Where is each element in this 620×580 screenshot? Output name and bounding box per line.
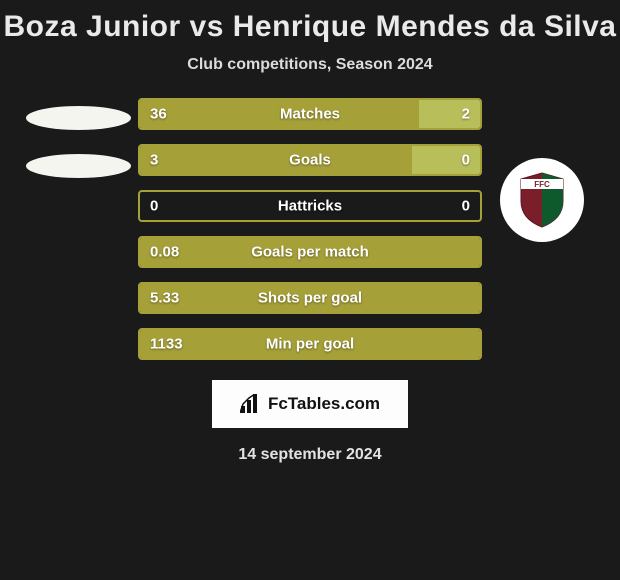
stat-bar-label: Hattricks [278,198,342,215]
stat-bar-label: Shots per goal [258,290,362,307]
stat-bars: Matches 36 2 Goals 3 0 Hattricks 0 0 Goals per ma… [138,98,482,360]
stat-bar-label: Min per goal [266,336,354,353]
stats-area: Matches 36 2 Goals 3 0 Hattricks 0 0 Goals per ma… [0,98,620,360]
brand-text: FcTables.com [268,394,380,414]
stat-value-left: 0.08 [150,244,179,261]
right-player-col: FFC [482,98,602,242]
svg-text:FFC: FFC [534,180,550,189]
stat-value-left: 1133 [150,336,183,353]
stat-bar-label: Matches [280,106,340,123]
stat-bar: Min per goal 1133 [138,328,482,360]
stat-value-right: 2 [462,106,470,123]
brand-watermark: FcTables.com [212,380,408,428]
club-shield-icon: FFC [517,171,567,229]
avatar-placeholder [26,106,131,130]
stat-value-left: 0 [150,198,158,215]
infographic-root: Boza Junior vs Henrique Mendes da Silva … [0,0,620,464]
stat-bar-right-seg [419,100,480,128]
avatar-placeholder [26,154,131,178]
stat-value-left: 36 [150,106,167,123]
left-player-col [18,98,138,178]
stat-bar-left-seg [140,146,412,174]
club-badge: FFC [500,158,584,242]
stat-bar: Hattricks 0 0 [138,190,482,222]
footer-date: 14 september 2024 [238,446,381,464]
stat-bar: Goals per match 0.08 [138,236,482,268]
stat-bar: Goals 3 0 [138,144,482,176]
page-title: Boza Junior vs Henrique Mendes da Silva [4,10,617,44]
stat-value-left: 3 [150,152,158,169]
stat-value-right: 0 [462,198,470,215]
stat-value-left: 5.33 [150,290,179,307]
stat-bar: Shots per goal 5.33 [138,282,482,314]
stat-bar: Matches 36 2 [138,98,482,130]
stat-value-right: 0 [462,152,470,169]
subtitle: Club competitions, Season 2024 [187,56,432,74]
stat-bar-label: Goals per match [251,244,369,261]
bars-chart-icon [240,394,262,414]
stat-bar-label: Goals [289,152,331,169]
